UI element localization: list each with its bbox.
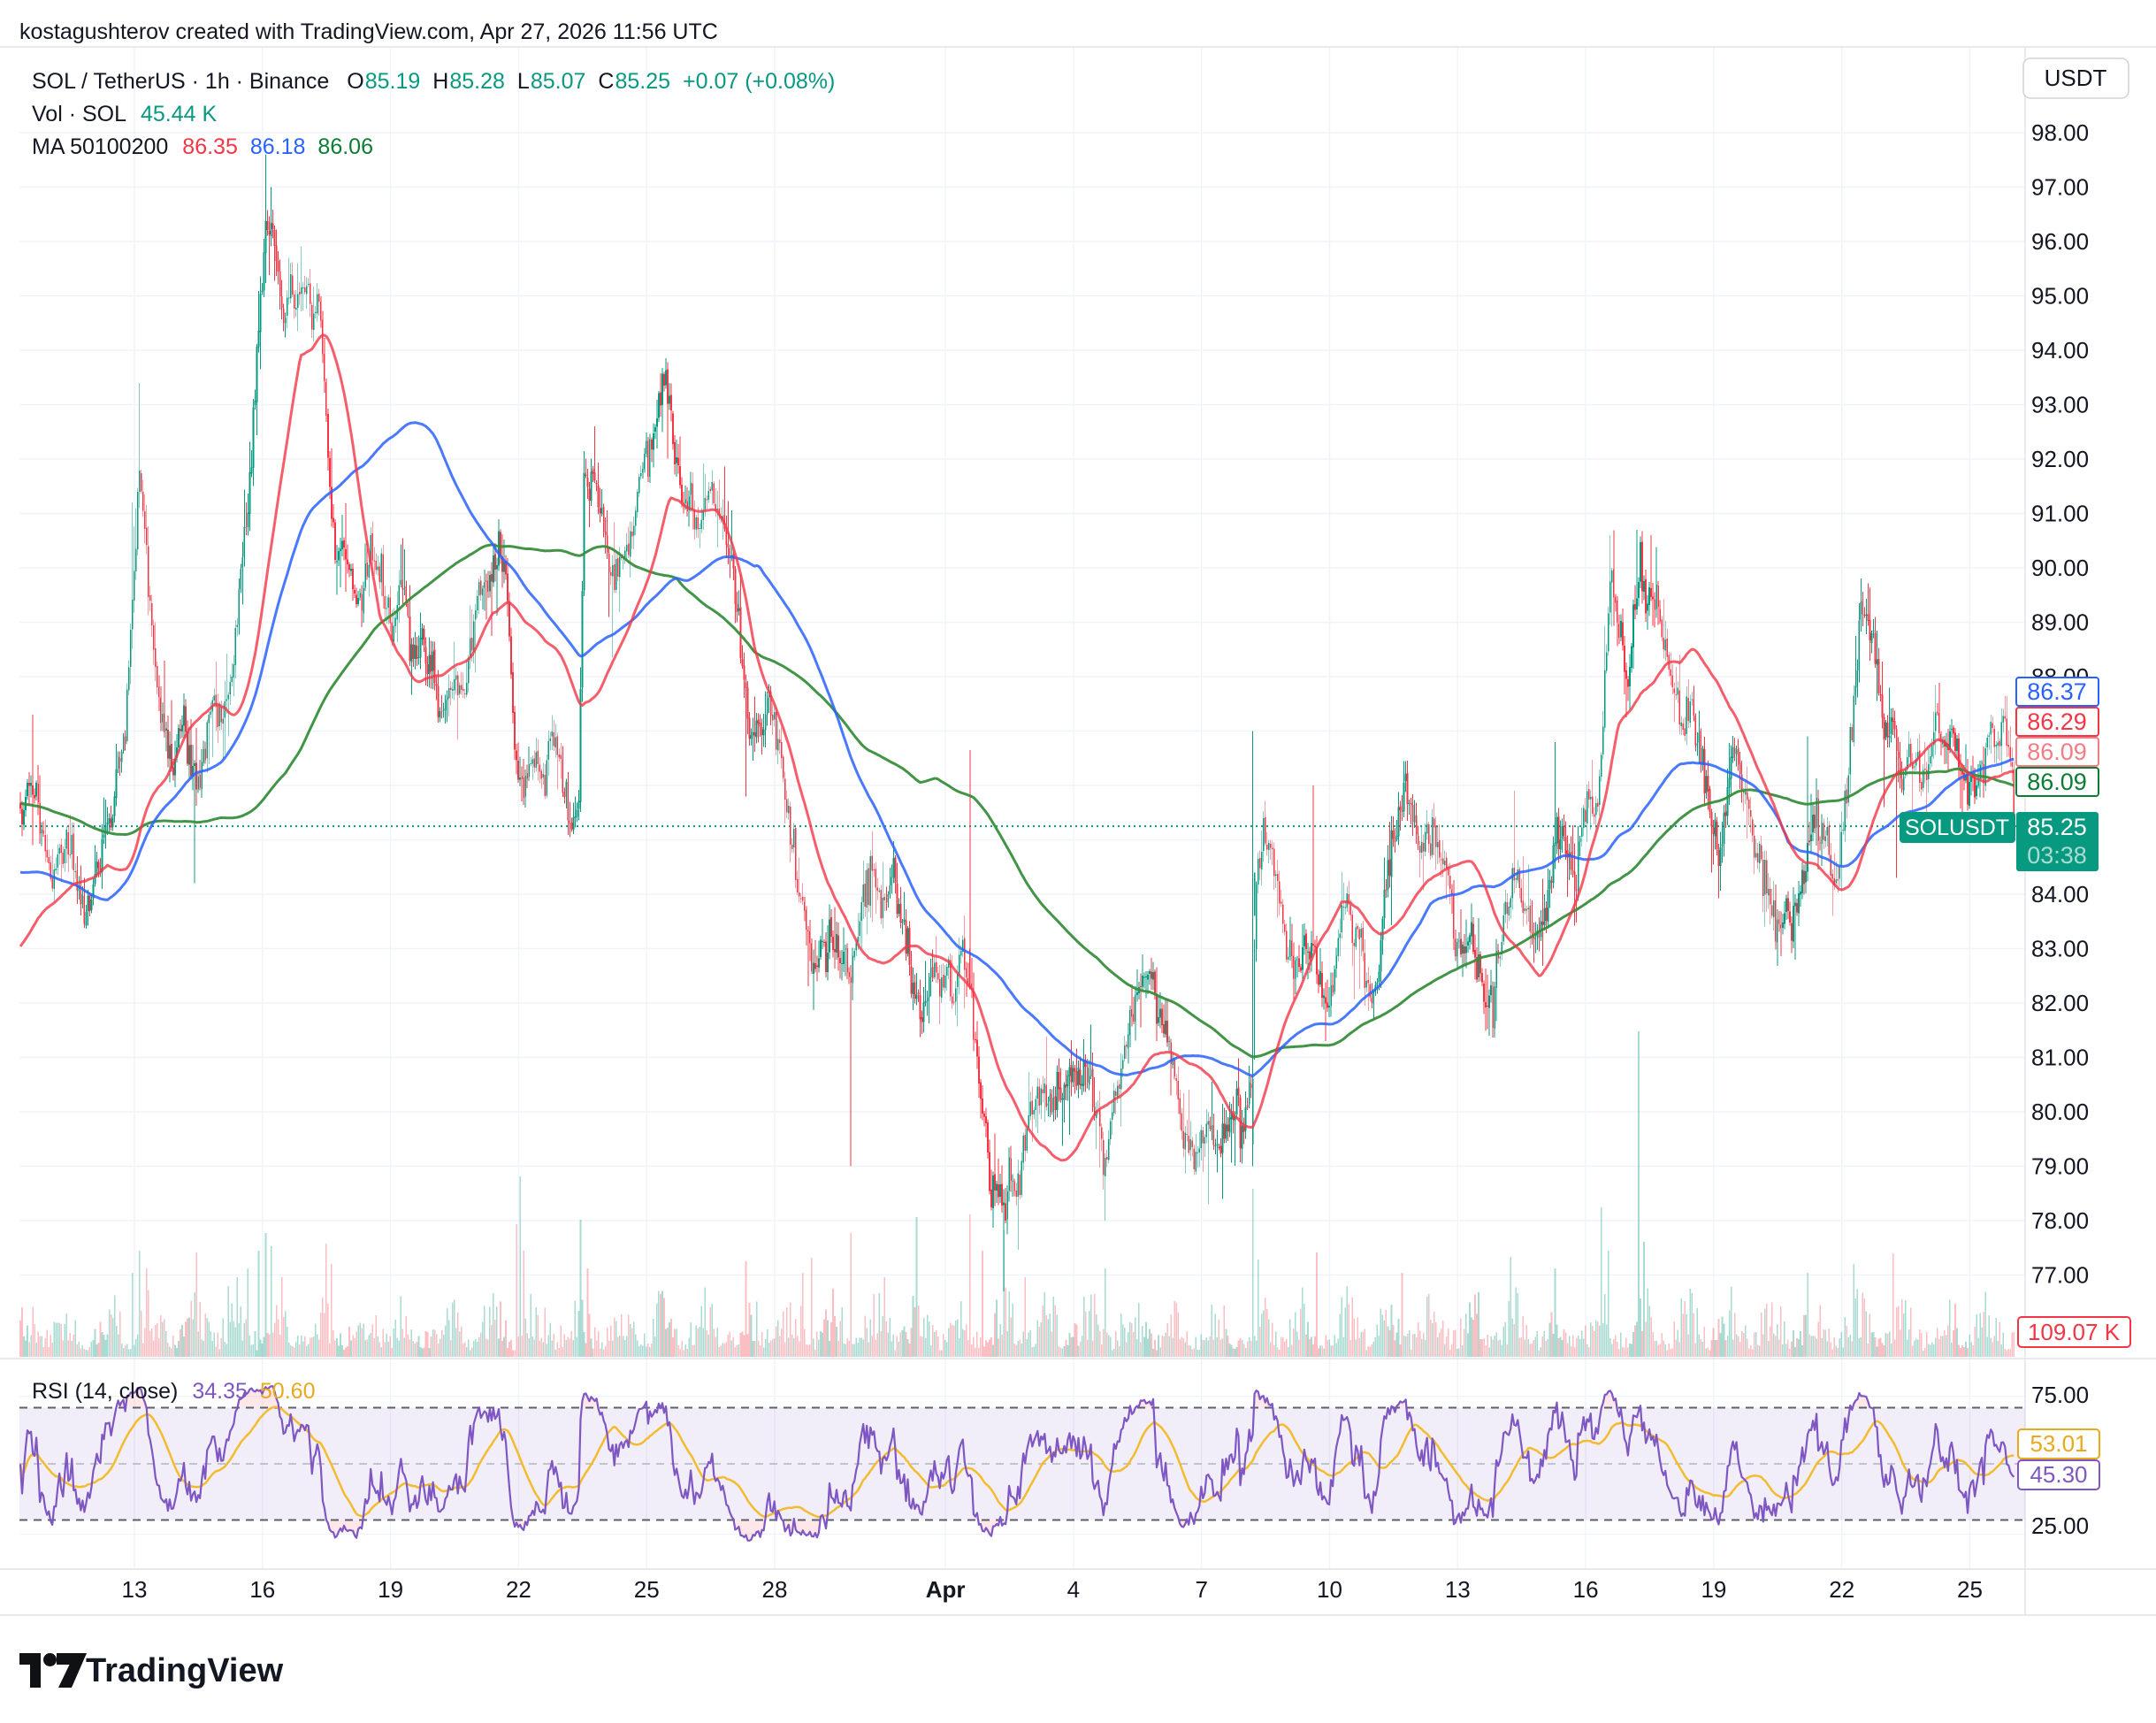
svg-text:7: 7	[1195, 1576, 1207, 1603]
svg-text:16: 16	[249, 1576, 275, 1603]
svg-text:45.30: 45.30	[2030, 1461, 2087, 1488]
svg-text:92.00: 92.00	[2031, 446, 2089, 472]
svg-text:25: 25	[1957, 1576, 1983, 1603]
svg-text:82.00: 82.00	[2031, 990, 2089, 1016]
svg-text:86.29: 86.29	[2027, 708, 2087, 735]
svg-text:86.09: 86.09	[2027, 739, 2087, 765]
svg-text:10: 10	[1317, 1576, 1342, 1603]
svg-text:13: 13	[122, 1576, 148, 1603]
svg-text:94.00: 94.00	[2031, 337, 2089, 364]
svg-text:83.00: 83.00	[2031, 936, 2089, 962]
svg-text:Apr: Apr	[926, 1576, 966, 1603]
svg-text:84.00: 84.00	[2031, 881, 2089, 907]
svg-text:16: 16	[1573, 1576, 1599, 1603]
svg-text:97.00: 97.00	[2031, 174, 2089, 201]
svg-text:25: 25	[634, 1576, 660, 1603]
svg-text:86.37: 86.37	[2027, 678, 2087, 705]
svg-text:03:38: 03:38	[2027, 842, 2087, 869]
svg-text:81.00: 81.00	[2031, 1045, 2089, 1071]
svg-text:28: 28	[762, 1576, 788, 1603]
svg-text:77.00: 77.00	[2031, 1262, 2089, 1289]
svg-text:USDT: USDT	[2045, 65, 2107, 91]
svg-text:TradingView: TradingView	[86, 1652, 284, 1689]
svg-text:53.01: 53.01	[2030, 1430, 2087, 1457]
svg-text:80.00: 80.00	[2031, 1099, 2089, 1125]
svg-text:22: 22	[1829, 1576, 1854, 1603]
svg-text:98.00: 98.00	[2031, 119, 2089, 146]
svg-text:19: 19	[1701, 1576, 1726, 1603]
svg-text:25.00: 25.00	[2031, 1512, 2089, 1539]
svg-text:75.00: 75.00	[2031, 1382, 2089, 1408]
svg-text:79.00: 79.00	[2031, 1153, 2089, 1180]
svg-text:93.00: 93.00	[2031, 392, 2089, 418]
svg-text:85.25: 85.25	[2027, 814, 2087, 840]
svg-text:90.00: 90.00	[2031, 555, 2089, 581]
svg-text:13: 13	[1445, 1576, 1471, 1603]
svg-text:22: 22	[506, 1576, 531, 1603]
svg-text:4: 4	[1067, 1576, 1080, 1603]
svg-text:86.09: 86.09	[2027, 769, 2087, 795]
svg-text:kostagushterov created with Tr: kostagushterov created with TradingView.…	[19, 19, 718, 44]
svg-text:78.00: 78.00	[2031, 1207, 2089, 1234]
svg-text:SOLUSDT: SOLUSDT	[1905, 816, 2009, 840]
svg-text:96.00: 96.00	[2031, 228, 2089, 255]
svg-text:19: 19	[378, 1576, 403, 1603]
svg-text:89.00: 89.00	[2031, 609, 2089, 636]
svg-text:91.00: 91.00	[2031, 501, 2089, 527]
svg-text:95.00: 95.00	[2031, 283, 2089, 310]
svg-text:109.07 K: 109.07 K	[2028, 1319, 2121, 1345]
